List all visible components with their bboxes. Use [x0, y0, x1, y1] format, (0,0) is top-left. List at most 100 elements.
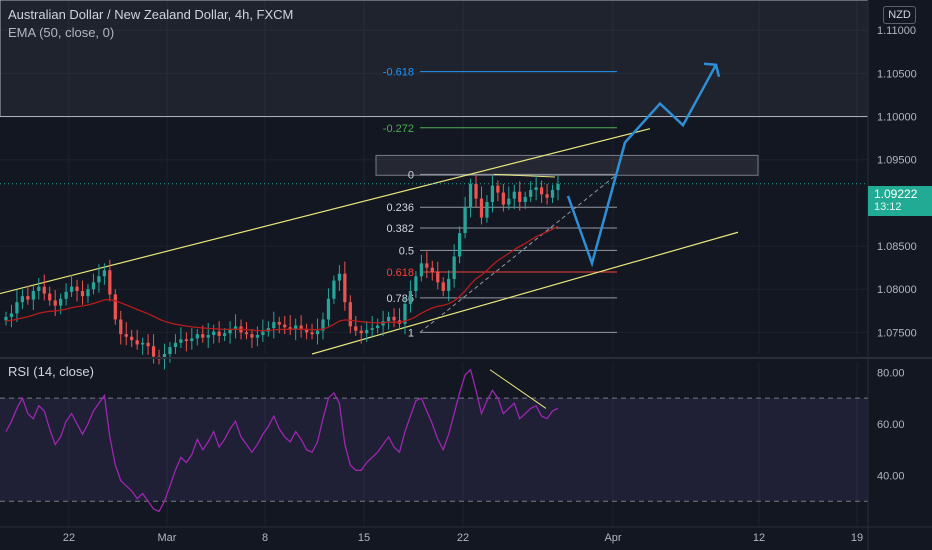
- candle-body: [556, 183, 560, 190]
- candle-body: [512, 191, 516, 199]
- fibonacci-retracement: -0.618 -0.272 0 0.236 0.382 0.5 0.618 0.786 1: [383, 67, 618, 339]
- candle-body: [42, 286, 46, 294]
- fib-level-label: 0.618: [386, 267, 414, 279]
- rsi-axis-label: 40.00: [877, 470, 905, 482]
- symbol-title: Australian Dollar / New Zealand Dollar, …: [8, 7, 294, 22]
- candle-body: [31, 290, 35, 300]
- candle-body: [496, 185, 500, 193]
- candle-body: [255, 335, 260, 338]
- rsi-divergence-line: [489, 369, 547, 409]
- candle-body: [529, 189, 533, 197]
- last-price-value: 1.09222: [874, 187, 918, 201]
- candle-body: [425, 263, 429, 268]
- candle-body: [430, 267, 434, 272]
- candle-body: [348, 302, 352, 327]
- time-axis-label: Mar: [158, 532, 177, 544]
- candle-body: [250, 334, 254, 338]
- candle-body: [539, 187, 544, 195]
- candle-body: [108, 270, 112, 295]
- fib-level-label: 1: [408, 327, 414, 339]
- candle-body: [376, 325, 380, 329]
- last-price-tag: 1.09222 13:12: [868, 186, 932, 216]
- candle-body: [485, 202, 489, 218]
- rsi-legend: RSI (14, close): [8, 364, 94, 379]
- fib-level-label: 0: [408, 169, 414, 181]
- candle-body: [310, 332, 314, 335]
- forecast-arrowhead: [703, 62, 721, 78]
- candle-body: [184, 339, 188, 342]
- candle-body: [365, 329, 369, 334]
- candle-body: [277, 322, 281, 325]
- candle-body: [4, 316, 8, 321]
- forecast-path: [566, 64, 718, 268]
- ema-legend: EMA (50, close, 0): [8, 25, 115, 40]
- rsi-axis-label: 80.00: [877, 367, 905, 379]
- time-axis-label: 22: [63, 532, 75, 544]
- candle-body: [414, 276, 418, 291]
- candle-body: [119, 319, 123, 335]
- candle-body: [294, 325, 298, 330]
- candle-body: [386, 316, 391, 322]
- candle-body: [244, 332, 249, 335]
- price-axis-label: 1.09500: [877, 155, 917, 167]
- candle-body: [288, 327, 292, 330]
- candle-body: [53, 300, 57, 306]
- candle-body: [326, 298, 331, 320]
- ema-line: [5, 225, 559, 332]
- candle-body: [304, 328, 309, 333]
- candle-body: [201, 334, 205, 338]
- fib-trend-line: [419, 174, 618, 333]
- candle-body: [408, 290, 413, 304]
- fib-level-label: 0.786: [386, 293, 414, 305]
- price-axis-label: 1.10000: [877, 112, 917, 124]
- candle-body: [222, 333, 227, 336]
- candle-body: [545, 194, 549, 198]
- ema-line-group: [0, 183, 868, 332]
- candle-body: [69, 286, 74, 292]
- candle-body: [261, 331, 265, 336]
- fib-level-label: -0.618: [383, 67, 414, 79]
- candle-body: [97, 276, 101, 283]
- candle-body: [501, 192, 505, 205]
- time-axis-label: 22: [457, 532, 469, 544]
- candle-body: [217, 331, 221, 336]
- fib-level-label: 0.382: [386, 223, 414, 235]
- supply-zone: [375, 154, 759, 176]
- candle-body: [15, 302, 19, 314]
- candle-body: [463, 207, 467, 234]
- candle-body: [507, 198, 511, 205]
- candle-body: [75, 286, 79, 291]
- candle-body: [206, 335, 210, 338]
- candle-body: [168, 347, 172, 354]
- candle-body: [9, 313, 14, 317]
- candle-body: [195, 334, 199, 339]
- rsi-line: [5, 368, 559, 513]
- time-axis-label: 19: [851, 532, 863, 544]
- candle-body: [419, 263, 423, 277]
- candle-body: [299, 325, 303, 329]
- candle-body: [64, 291, 68, 299]
- currency-badge[interactable]: NZD: [883, 6, 916, 24]
- candle-body: [272, 322, 276, 329]
- candle-body: [59, 298, 63, 306]
- top-trend-line: [493, 173, 556, 178]
- candle-body: [315, 330, 320, 335]
- candle-body: [102, 270, 106, 277]
- price-axis-label: 1.11000: [877, 25, 916, 37]
- candle-body: [233, 326, 238, 330]
- forecast-path-group: [566, 62, 721, 268]
- candle-body: [359, 330, 363, 334]
- candle-body: [37, 286, 41, 291]
- candle-body: [354, 326, 358, 331]
- price-axis-label: 1.10500: [877, 68, 917, 80]
- candle-body: [436, 271, 440, 283]
- fib-level-label: 0.5: [399, 245, 414, 257]
- time-axis-label: 8: [262, 532, 268, 544]
- candle-body: [179, 339, 183, 343]
- candle-body: [474, 183, 478, 199]
- candle-body: [135, 340, 139, 345]
- rsi-pane: [0, 368, 868, 513]
- candle-body: [403, 303, 407, 324]
